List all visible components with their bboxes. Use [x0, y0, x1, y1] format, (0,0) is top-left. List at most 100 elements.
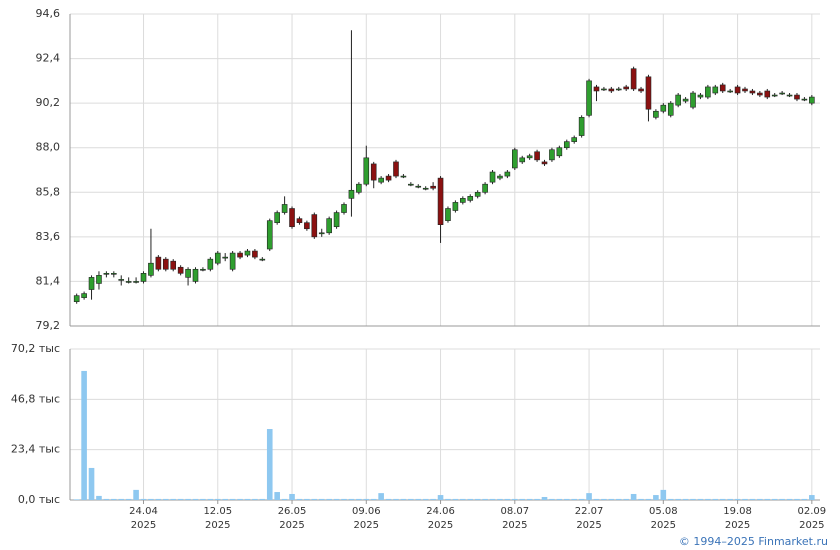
candle-body	[608, 88, 615, 92]
candle-body	[757, 92, 763, 96]
candle-body	[111, 273, 117, 275]
volume-bar	[638, 498, 644, 500]
candle-body	[705, 86, 711, 98]
volume-bar	[155, 498, 162, 500]
candle-body	[318, 232, 325, 235]
candle-body	[667, 102, 674, 116]
candle-body	[229, 252, 236, 270]
candle-body	[81, 293, 87, 298]
x-tick-label: 22.07 2025	[574, 506, 604, 531]
candle-body	[801, 98, 808, 101]
candle-body	[474, 191, 481, 197]
candle-body	[252, 250, 258, 258]
volume-bar	[682, 498, 689, 500]
volume-bar	[81, 370, 87, 500]
volume-bar	[140, 498, 147, 500]
candle-body	[222, 256, 228, 259]
candle-body	[422, 187, 429, 190]
candle-body	[415, 185, 422, 188]
credit[interactable]: © 1994–2025 Finmarket.ru	[678, 535, 828, 548]
volume-bar	[608, 498, 615, 500]
candle-body	[638, 88, 644, 92]
candle-body	[786, 94, 793, 97]
candle-body	[512, 149, 518, 169]
x-tick-label: 09.06 2025	[351, 506, 381, 531]
candle-body	[690, 92, 696, 108]
volume-bar	[370, 498, 377, 500]
candle-body	[311, 214, 318, 238]
volume-bar	[489, 498, 496, 500]
candle-body	[467, 196, 474, 201]
candle-body	[185, 268, 191, 278]
volume-bar	[244, 498, 251, 500]
volume-bar	[200, 498, 206, 500]
candle-body	[378, 177, 384, 183]
volume-bar	[222, 498, 228, 500]
volume-bar	[764, 498, 771, 500]
volume-bar	[712, 498, 719, 500]
y-tick-label: 79,2	[36, 319, 61, 332]
y-tick-label: 70,2 тыс	[11, 342, 60, 355]
volume-bar	[809, 495, 815, 500]
volume-bar	[645, 498, 652, 500]
volume-bar	[563, 498, 570, 500]
candle-body	[326, 218, 332, 234]
volume-bar	[660, 489, 667, 500]
volume-bar	[742, 498, 748, 500]
volume-bar	[103, 498, 110, 500]
x-tick-label: 08.07 2025	[500, 506, 530, 531]
x-tick-label: 05.08 2025	[648, 506, 678, 531]
candle-body	[341, 204, 347, 213]
volume-bar	[192, 498, 199, 500]
volume-bar	[749, 498, 756, 500]
volume-bar	[73, 499, 80, 500]
volume-bar	[601, 498, 607, 500]
candle-body	[192, 268, 199, 282]
candle-body	[162, 258, 169, 270]
volume-bar	[786, 498, 793, 500]
volume-bar	[801, 498, 808, 500]
volume-bar	[549, 498, 555, 500]
candle-body	[370, 163, 377, 181]
volume-bar	[400, 498, 407, 500]
candle-body	[526, 155, 533, 159]
candle-body	[437, 177, 444, 226]
candle-body	[177, 266, 184, 274]
candle-body	[304, 222, 310, 230]
candle-body	[497, 175, 503, 179]
volume-bar	[719, 498, 726, 500]
volume-bar	[88, 467, 95, 500]
candle-body	[779, 92, 785, 95]
volume-bar	[779, 498, 785, 500]
volume-bar	[296, 498, 303, 500]
volume-bar	[266, 429, 273, 500]
candle-body	[393, 161, 399, 177]
volume-bar	[185, 498, 191, 500]
candle-body	[207, 258, 214, 270]
volume-bar	[675, 498, 681, 500]
volume-bar	[252, 498, 258, 500]
candle-body	[660, 104, 667, 112]
volume-bar	[348, 498, 355, 500]
volume-bar	[118, 498, 125, 500]
candle-body	[645, 76, 652, 110]
volume-bar	[289, 493, 295, 500]
volume-bar	[326, 498, 332, 500]
volume-bar	[504, 498, 511, 500]
volume-bar	[653, 495, 659, 500]
volume-bar	[148, 498, 154, 500]
volume-bar	[727, 498, 733, 500]
volume-bar	[467, 498, 474, 500]
candle-body	[771, 94, 778, 97]
volume-bar	[534, 498, 540, 500]
volume-bar	[445, 498, 451, 500]
x-tick-label: 19.08 2025	[723, 506, 752, 531]
candle-body	[630, 68, 637, 90]
volume-bar	[460, 498, 466, 500]
volume-bar	[474, 498, 481, 500]
y-tick-label: 90,2	[36, 96, 61, 109]
candle-body	[356, 183, 362, 193]
volume-bar	[170, 498, 177, 500]
candle-body	[712, 86, 719, 94]
